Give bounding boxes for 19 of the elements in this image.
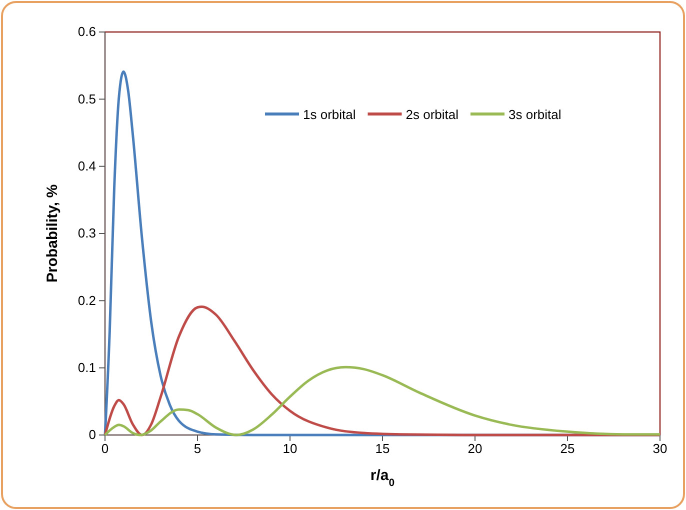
- legend-label: 2s orbital: [406, 107, 459, 122]
- y-axis-title: Probability, %: [44, 184, 61, 283]
- x-tick-label: 25: [560, 441, 575, 456]
- y-tick-label: 0.4: [78, 158, 96, 174]
- legend-label: 3s orbital: [508, 107, 562, 122]
- x-tick-label: 5: [194, 441, 202, 456]
- legend-label: 1s orbital: [303, 107, 356, 122]
- x-tick-label: 20: [468, 441, 482, 456]
- y-tick-label: 0: [88, 427, 96, 442]
- x-tick-label: 30: [652, 441, 668, 456]
- x-tick-label: 10: [282, 441, 298, 456]
- y-tick-label: 0.6: [78, 24, 96, 40]
- y-tick-label: 0.5: [78, 91, 96, 106]
- y-tick-label: 0.3: [78, 226, 96, 241]
- x-axis-title: r/a$_{0}$: [370, 467, 395, 489]
- x-tick-label: 0: [101, 441, 109, 456]
- y-tick-label: 0.2: [78, 292, 96, 308]
- x-tick-label: 15: [375, 441, 390, 456]
- y-tick-label: 0.1: [78, 360, 96, 375]
